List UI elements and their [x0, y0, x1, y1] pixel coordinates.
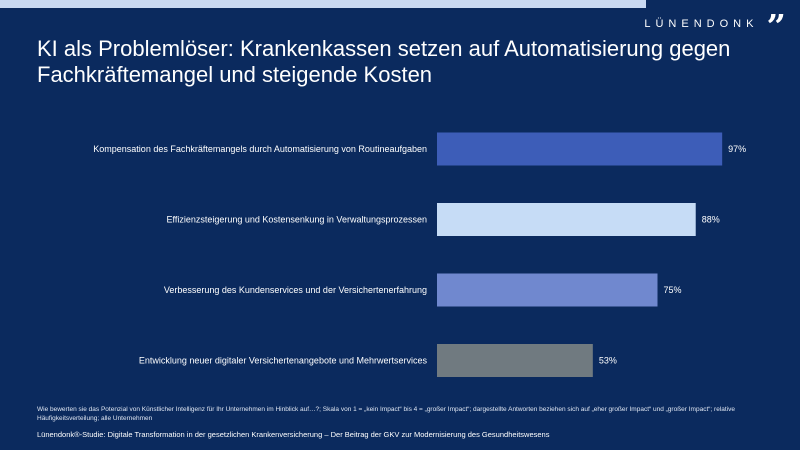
bar-4	[437, 344, 593, 377]
bar-3	[437, 273, 658, 307]
category-label-4: Entwicklung neuer digitaler Versicherten…	[139, 356, 428, 366]
value-label-2: 88%	[702, 215, 720, 225]
category-label-1: Kompensation des Fachkräftemangels durch…	[93, 144, 427, 154]
brand-logo: LÜNENDONK ”	[644, 14, 786, 36]
bar-2	[437, 203, 696, 236]
value-label-1: 97%	[728, 144, 746, 154]
value-label-3: 75%	[664, 285, 682, 295]
category-label-2: Effizienzsteigerung und Kostensenkung in…	[166, 215, 427, 225]
bar-1	[437, 132, 723, 166]
brand-name: LÜNENDONK	[644, 18, 759, 30]
value-label-4: 53%	[599, 356, 617, 366]
quote-mark-icon: ”	[766, 14, 786, 36]
category-label-3: Verbesserung des Kundenservices und der …	[164, 285, 427, 295]
source-note: Lünendonk®-Studie: Digitale Transformati…	[37, 430, 550, 439]
page-title: KI als Problemlöser: Krankenkassen setze…	[37, 36, 731, 87]
chart-footnote: Wie bewerten sie das Potenzial von Künst…	[37, 406, 735, 422]
top-accent-bar	[0, 0, 646, 8]
